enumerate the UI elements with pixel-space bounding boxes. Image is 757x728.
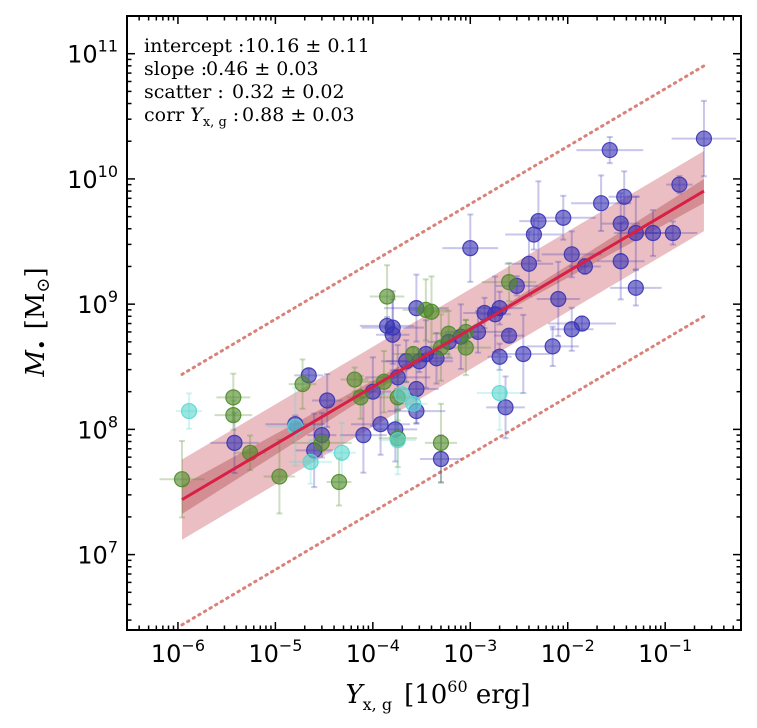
data-point-green bbox=[378, 288, 396, 305]
data-point-blue bbox=[612, 215, 629, 232]
data-point-cyan bbox=[333, 444, 350, 461]
data-point-blue bbox=[408, 380, 425, 398]
annotation-scatter: scatter :0.32 ± 0.02 bbox=[144, 81, 345, 103]
x-tick-label: 10−6 bbox=[151, 636, 205, 668]
data-point-cyan bbox=[180, 402, 198, 420]
data-point-blue bbox=[491, 348, 508, 365]
data-point-blue bbox=[695, 130, 713, 147]
data-point-blue bbox=[555, 209, 572, 226]
data-point-blue bbox=[644, 224, 662, 242]
fit-annotations: intercept :10.16 ± 0.11 slope :0.46 ± 0.… bbox=[144, 35, 370, 130]
fit-line-group bbox=[181, 189, 705, 501]
data-point-blue bbox=[462, 240, 479, 257]
data-point-blue bbox=[319, 392, 336, 409]
data-point-blue bbox=[612, 253, 629, 270]
data-point-cyan bbox=[405, 395, 422, 412]
data-point-cyan bbox=[302, 453, 319, 470]
data-point-blue bbox=[563, 246, 580, 263]
fit-line bbox=[181, 189, 705, 501]
data-point-blue bbox=[500, 327, 518, 344]
data-point-blue bbox=[563, 321, 580, 338]
axis-ticks bbox=[126, 15, 741, 630]
data-point-green bbox=[457, 339, 474, 356]
y-axis-title: M•[M⊙] bbox=[21, 267, 54, 377]
data-point-green bbox=[346, 371, 363, 388]
data-point-green bbox=[330, 473, 348, 491]
x-tick-label: 10−4 bbox=[346, 636, 400, 668]
tick-labels: 10−6 10−5 10−4 10−3 10−2 10−1 107 108 109 1010 101… bbox=[67, 37, 692, 668]
data-point-blue bbox=[671, 176, 688, 193]
data-point-blue bbox=[601, 141, 618, 159]
data-point-green bbox=[225, 389, 242, 406]
data-point-green bbox=[271, 468, 288, 485]
data-point-green bbox=[313, 434, 330, 451]
y-tick-label: 108 bbox=[77, 412, 118, 444]
data-point-blue bbox=[627, 279, 644, 296]
data-point-blue bbox=[544, 338, 561, 355]
data-point-green bbox=[294, 375, 311, 393]
y-tick-label: 1011 bbox=[67, 37, 118, 69]
x-tick-label: 10−5 bbox=[248, 636, 302, 668]
data-point-cyan bbox=[394, 386, 411, 403]
x-tick-label: 10−3 bbox=[443, 636, 497, 668]
data-point-blue bbox=[432, 450, 450, 468]
y-tick-label: 1010 bbox=[67, 162, 118, 194]
data-point-green bbox=[432, 434, 450, 451]
data-point-blue bbox=[355, 427, 372, 444]
data-point-blue bbox=[592, 195, 610, 212]
data-point-green bbox=[423, 303, 440, 320]
data-point-cyan bbox=[491, 384, 508, 402]
y-tick-label: 107 bbox=[77, 538, 118, 570]
annotation-intercept: intercept :10.16 ± 0.11 bbox=[144, 35, 370, 57]
y-tick-label: 109 bbox=[77, 287, 118, 319]
data-point-blue bbox=[372, 416, 389, 433]
data-point-blue bbox=[550, 290, 567, 308]
x-tick-label: 10−2 bbox=[541, 636, 595, 668]
data-point-blue bbox=[664, 224, 681, 242]
data-point-green bbox=[225, 407, 242, 424]
data-point-blue bbox=[525, 226, 543, 243]
data-point-cyan bbox=[389, 432, 406, 449]
data-point-blue bbox=[530, 213, 547, 230]
data-point-blue bbox=[384, 319, 401, 336]
data-point-green bbox=[500, 274, 518, 291]
data-point-green bbox=[173, 471, 191, 488]
data-point-blue bbox=[515, 345, 532, 363]
annotation-slope: slope :0.46 ± 0.03 bbox=[144, 58, 319, 80]
data-point-blue bbox=[616, 188, 633, 205]
data-point-blue bbox=[520, 255, 538, 272]
x-tick-label: 10−1 bbox=[638, 636, 692, 668]
x-axis-title: Yx, g [1060 erg] bbox=[345, 677, 530, 714]
data-point-blue bbox=[497, 399, 514, 416]
data-point-blue bbox=[226, 434, 243, 451]
annotation-corr: corr Yx, g :0.88 ± 0.03 bbox=[144, 104, 355, 130]
